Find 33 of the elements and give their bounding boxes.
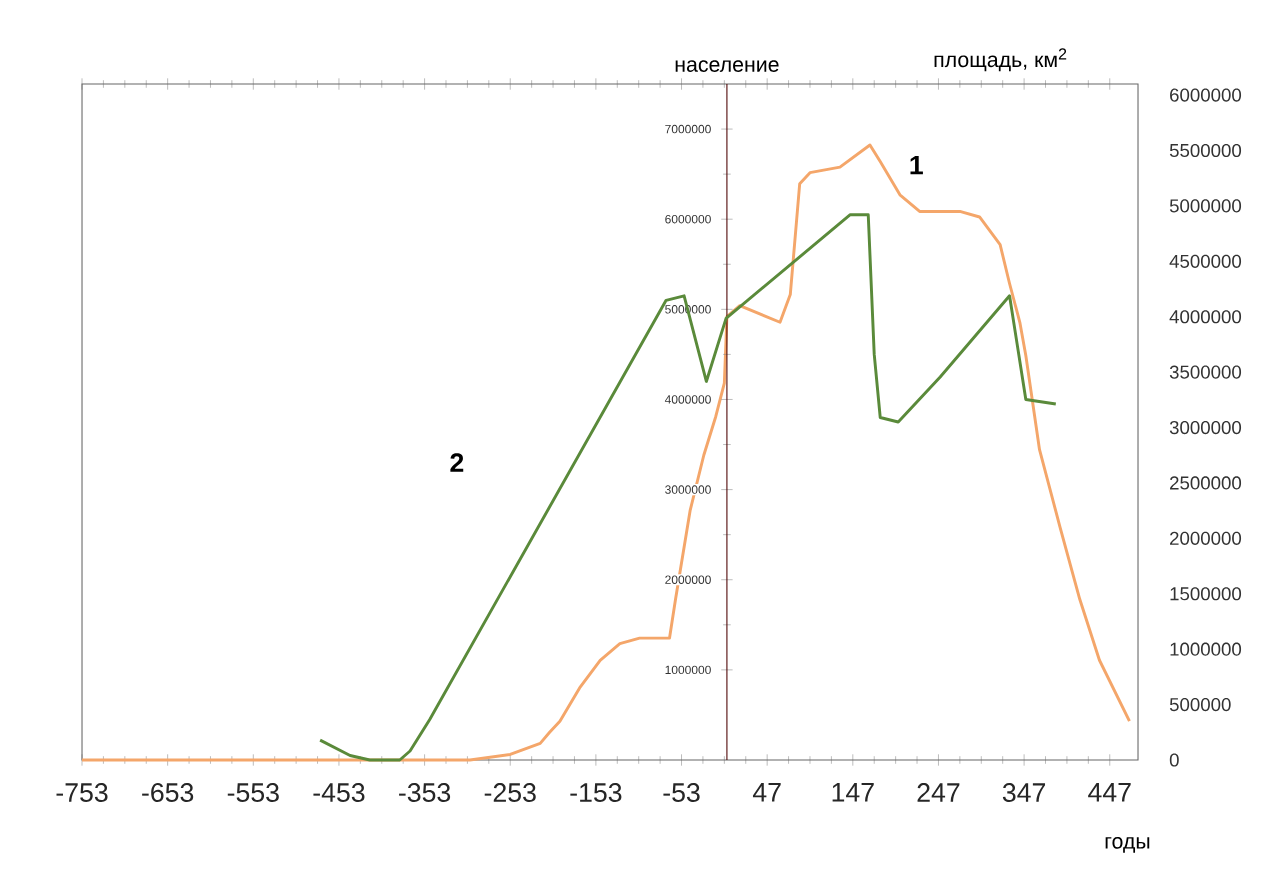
x-tick-label: 147	[832, 783, 874, 802]
y-tick-label: 5000000	[1169, 199, 1242, 213]
x-tick-label: -553	[227, 783, 279, 802]
y-axis-title: площадь, км$^{2}$	[934, 48, 1067, 72]
y-tick-label: 3000000	[1169, 420, 1242, 435]
annotation: 2	[450, 453, 464, 472]
y2-axis-title: население	[675, 60, 779, 72]
y-tick-label: 4500000	[1169, 254, 1242, 268]
y-tick-label: 2000000	[1170, 531, 1242, 545]
y-tick-label: 0	[1169, 753, 1179, 767]
x-tick-label: 47	[752, 783, 781, 802]
x-tick-label: -353	[399, 783, 451, 802]
x-tick-label: 247	[917, 783, 960, 802]
x-tick-label: -153	[570, 783, 622, 802]
y-tick-label: 4000000	[1169, 310, 1242, 324]
y-tick-label: 3500000	[1169, 365, 1242, 379]
y-tick-label: 2500000	[1170, 476, 1242, 490]
line-series	[318, 213, 1058, 762]
x-tick-label: 347	[1002, 783, 1046, 802]
y-tick-label: 500000	[1169, 698, 1231, 712]
annotation: 1	[910, 155, 923, 175]
x-tick-label: 447	[1088, 783, 1131, 802]
line-series	[80, 143, 1131, 762]
y-tick-label: 1000000	[1170, 642, 1242, 656]
x-tick-label: -653	[142, 783, 194, 802]
x-tick-label: -753	[56, 783, 108, 802]
y-tick-label: 1500000	[1170, 587, 1242, 601]
x-tick-label: -53	[663, 783, 700, 802]
y-tick-label: 6000000	[1170, 88, 1242, 102]
x-axis-title: годы	[1105, 837, 1150, 853]
y-tick-label: 5500000	[1169, 143, 1242, 158]
x-tick-label: -253	[484, 783, 536, 802]
x-tick-label: -453	[313, 783, 365, 802]
